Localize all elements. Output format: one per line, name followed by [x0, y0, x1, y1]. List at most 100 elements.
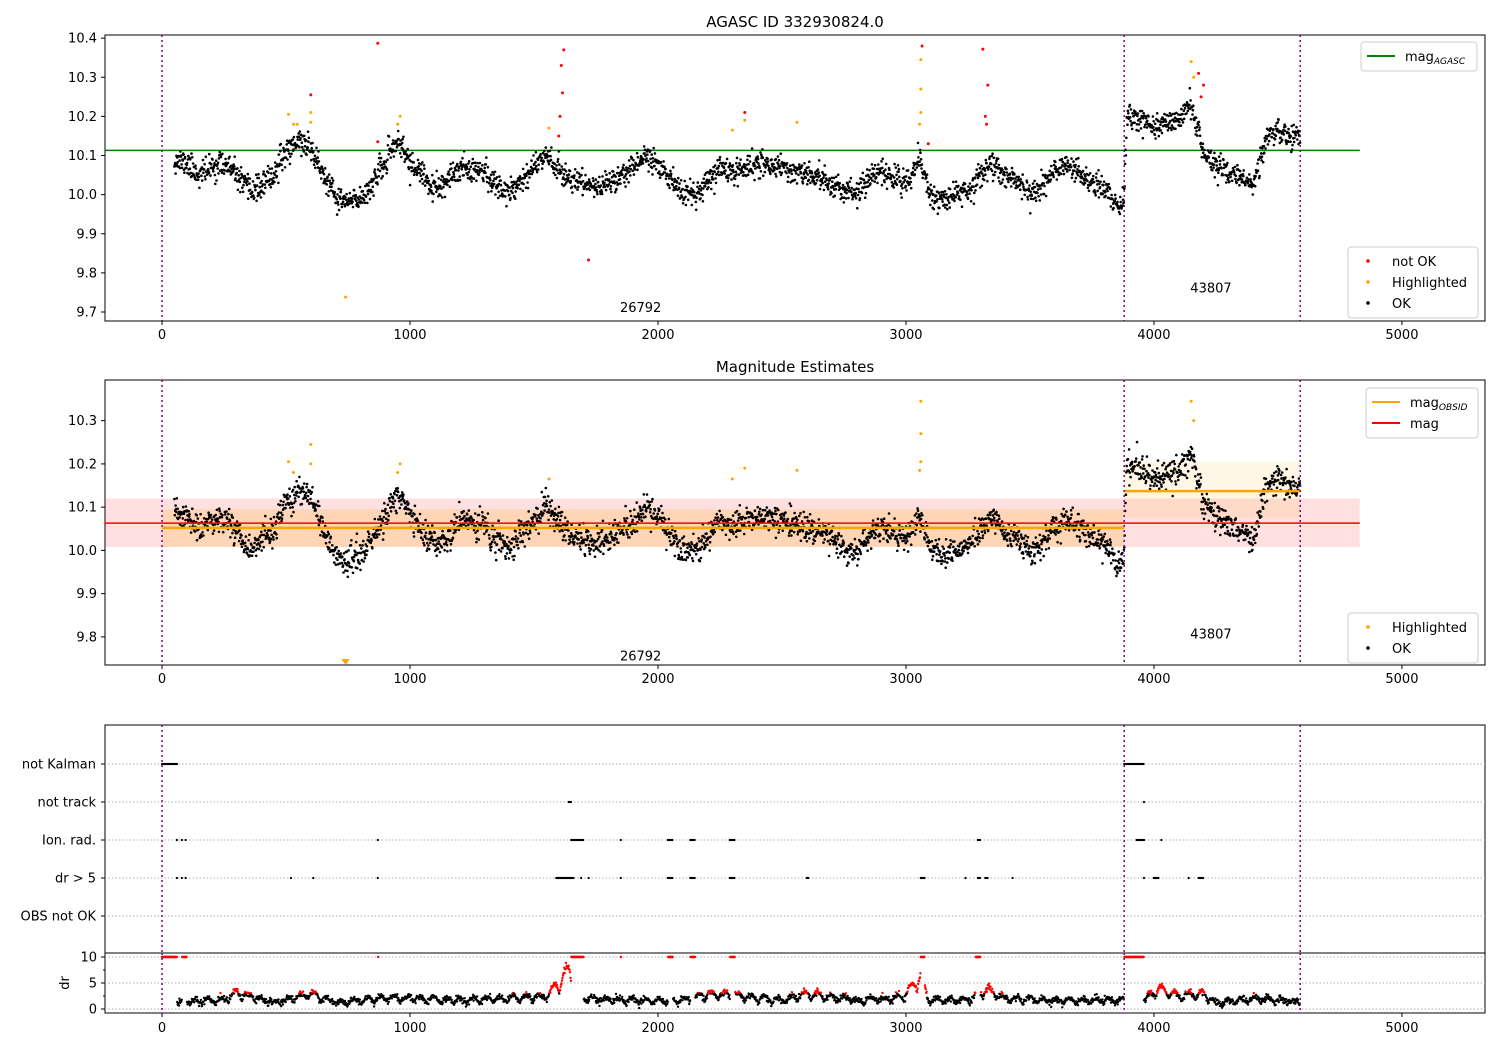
estimates-ok-point — [478, 514, 481, 517]
agasc-highlighted-point — [1190, 60, 1193, 63]
agasc-ok-point — [1027, 198, 1030, 201]
agasc-ok-point — [865, 192, 868, 195]
agasc-ok-point — [1183, 109, 1186, 112]
agasc-ok-point — [287, 149, 290, 152]
agasc-ok-point — [423, 164, 426, 167]
agasc-ok-point — [970, 200, 973, 203]
agasc-ok-point — [1189, 87, 1192, 90]
estimates-ok-point — [289, 506, 292, 509]
agasc-ok-point — [854, 194, 857, 197]
estimates-ok-point — [605, 534, 608, 537]
agasc-ok-point — [1229, 176, 1232, 179]
agasc-ok-point — [803, 162, 806, 165]
estimates-ok-point — [699, 548, 702, 551]
agasc-ok-point — [207, 168, 210, 171]
agasc-ok-point — [1165, 120, 1168, 123]
agasc-ok-point — [1288, 132, 1291, 135]
agasc-ok-point — [881, 184, 884, 187]
agasc-ok-point — [873, 168, 876, 171]
agasc-ok-point — [1137, 129, 1140, 132]
agasc-ok-point — [518, 180, 521, 183]
agasc-ok-point — [672, 166, 675, 169]
agasc-ok-point — [344, 196, 347, 199]
estimates-ok-point — [437, 548, 440, 551]
agasc-ok-point — [441, 196, 444, 199]
agasc-ok-point — [197, 179, 200, 182]
agasc-ok-point — [609, 188, 612, 191]
agasc-ok-point — [202, 172, 205, 175]
estimates-ok-point — [218, 531, 221, 534]
estimates-ok-point — [802, 511, 805, 514]
agasc-ok-point — [629, 165, 632, 168]
agasc-ok-point — [1065, 156, 1068, 159]
estimates-ok-point — [310, 491, 313, 494]
estimates-ok-point — [370, 539, 373, 542]
agasc-ok-point — [1094, 194, 1097, 197]
agasc-ok-point — [1127, 112, 1130, 115]
estimates-ok-point — [723, 524, 726, 527]
agasc-ok-point — [715, 182, 718, 185]
estimates-ok-point — [225, 510, 228, 513]
estimates-ok-point — [496, 543, 499, 546]
agasc-ok-point — [821, 182, 824, 185]
agasc-ok-point — [664, 168, 667, 171]
estimates-ok-point — [932, 555, 935, 558]
agasc-ok-point — [218, 151, 221, 154]
agasc-ok-point — [1215, 164, 1218, 167]
agasc-not-ok-point — [1197, 72, 1200, 75]
agasc-ok-point — [898, 176, 901, 179]
agasc-ok-point — [1287, 128, 1290, 131]
agasc-ok-point — [327, 195, 330, 198]
agasc-ok-point — [1180, 124, 1183, 127]
agasc-x-tick-label: 2000 — [641, 328, 674, 343]
agasc-ok-point — [1239, 170, 1242, 173]
estimates-ok-point — [906, 535, 909, 538]
agasc-ok-point — [1079, 170, 1082, 173]
agasc-ok-point — [817, 168, 820, 171]
agasc-ok-point — [240, 166, 243, 169]
agasc-ok-point — [695, 197, 698, 200]
agasc-ok-point — [893, 176, 896, 179]
agasc-ok-point — [401, 138, 404, 141]
agasc-y-tick-label: 9.7 — [76, 306, 97, 321]
agasc-ok-point — [845, 197, 848, 200]
agasc-ok-point — [727, 177, 730, 180]
agasc-ok-point — [1202, 152, 1205, 155]
agasc-ok-point — [459, 179, 462, 182]
agasc-ok-point — [477, 166, 480, 169]
estimates-ok-point — [797, 533, 800, 536]
estimates-ok-point — [872, 519, 875, 522]
agasc-ok-point — [929, 184, 932, 187]
estimates-ok-point — [791, 529, 794, 532]
agasc-ok-point — [282, 147, 285, 150]
estimates-ok-point — [443, 549, 446, 552]
agasc-ok-point — [1022, 183, 1025, 186]
estimates-ok-point — [536, 507, 539, 510]
agasc-ok-point — [335, 198, 338, 201]
agasc-ok-point — [1188, 104, 1191, 107]
estimates-ok-point — [981, 530, 984, 533]
agasc-ok-point — [270, 186, 273, 189]
estimates-ok-point — [962, 550, 965, 553]
estimates-ok-point — [296, 492, 299, 495]
estimates-ok-point — [835, 541, 838, 544]
agasc-ok-point — [574, 186, 577, 189]
agasc-ok-point — [1169, 112, 1172, 115]
estimates-ok-point — [306, 483, 309, 486]
agasc-ok-point — [1052, 176, 1055, 179]
agasc-ok-point — [747, 173, 750, 176]
agasc-ok-point — [1235, 174, 1238, 177]
agasc-ok-point — [352, 206, 355, 209]
agasc-ok-point — [808, 160, 811, 163]
agasc-ok-point — [914, 169, 917, 172]
agasc-ok-point — [789, 164, 792, 167]
agasc-ok-point — [964, 183, 967, 186]
agasc-ok-point — [1092, 175, 1095, 178]
agasc-ok-point — [1208, 156, 1211, 159]
estimates-ok-point — [743, 533, 746, 536]
agasc-ok-point — [997, 158, 1000, 161]
estimates-ok-point — [396, 494, 399, 497]
agasc-ok-point — [935, 194, 938, 197]
agasc-ok-point — [264, 175, 267, 178]
